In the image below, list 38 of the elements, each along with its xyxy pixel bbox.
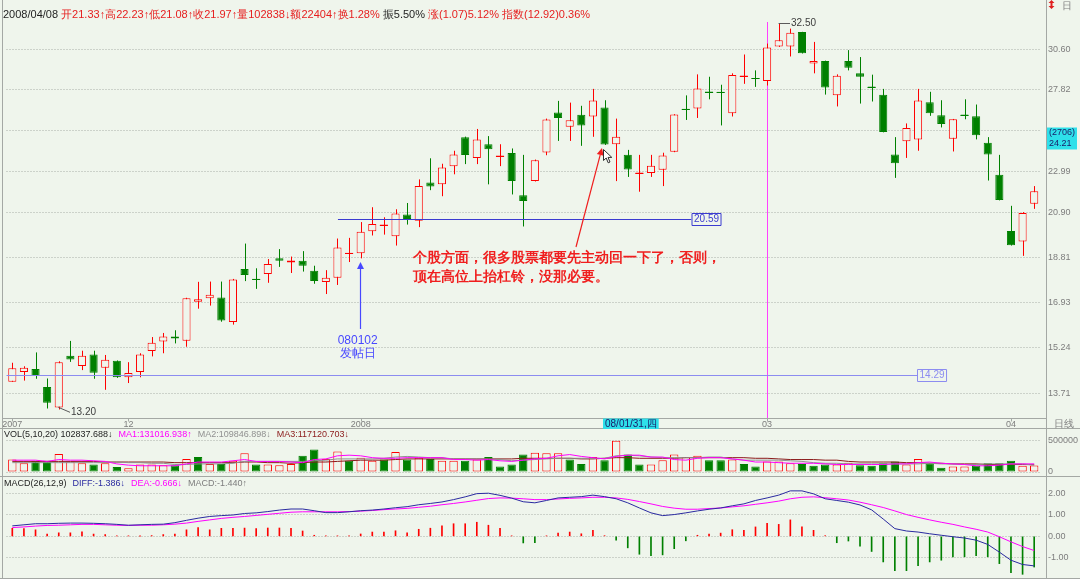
y-tick-label: 16.93 xyxy=(1048,297,1071,308)
y-tick-label: 13.71 xyxy=(1048,387,1071,398)
text: (2706) 24.21 xyxy=(1049,127,1076,149)
y-tick-label: 30.60 xyxy=(1048,43,1071,54)
text: DIFF:-1.386↓ xyxy=(72,477,126,488)
y-tick-label: 27.82 xyxy=(1048,84,1071,95)
y-tick-label: 0.00 xyxy=(1048,530,1066,541)
y-tick-label: -1.00 xyxy=(1048,552,1069,563)
y-tick-label: 500000 xyxy=(1048,435,1079,446)
text: 日 xyxy=(1062,0,1072,11)
y-tick-label: 0 xyxy=(1048,466,1054,477)
chart-title: MACD(26,12,9) xyxy=(4,477,67,488)
x-tick-label: 12 xyxy=(123,418,134,429)
y-tick-label: 20.90 xyxy=(1048,207,1071,218)
text: 日线 xyxy=(1054,417,1074,429)
annotation: MACD:-1.440↑ xyxy=(188,477,248,488)
ref-line-label: 20.59 xyxy=(694,213,720,225)
x-tick-label: 2007 xyxy=(2,418,23,429)
annotation: 080102 发帖日 xyxy=(337,332,379,360)
annotation: 13.20 xyxy=(71,406,97,418)
text: MA1:131016.938↑ xyxy=(118,428,192,439)
y-tick-label: 15.24 xyxy=(1048,342,1071,353)
y-tick-label: 2.00 xyxy=(1048,488,1066,499)
ref-line-label: 14.29 xyxy=(919,369,945,381)
y-tick-label: 1.00 xyxy=(1048,509,1066,520)
x-tick-label: 2008 xyxy=(350,418,371,429)
x-tick-label: 03 xyxy=(762,418,773,429)
y-tick-label: 22.99 xyxy=(1048,166,1071,177)
annotation: 32.50 xyxy=(791,17,817,29)
x-tick-label: 04 xyxy=(1005,418,1016,429)
annotation: 个股方面，很多股票都要先主动回一下了，否则，顶在高位上抬杠铃，没那必要。 xyxy=(412,248,721,284)
text: MA3:117120.703↓ xyxy=(276,428,350,439)
chart-subtitle: 2008/04/08 开21.33↑高22.23↑低21.08↑收21.97↑量102838↓额22404↑换1.28% 振5.50% 涨(1.07)5.12% 指数(12.92)0.36% xyxy=(3,8,591,21)
text: DEA:-0.666↓ xyxy=(131,477,183,488)
y-tick-label: 18.81 xyxy=(1048,252,1071,263)
annotation: 08/01/31,四 xyxy=(605,417,657,429)
text: MA2:109846.898↓ xyxy=(197,428,271,439)
chart-title: VOL(5,10,20) 102837.688↓ xyxy=(4,428,113,439)
